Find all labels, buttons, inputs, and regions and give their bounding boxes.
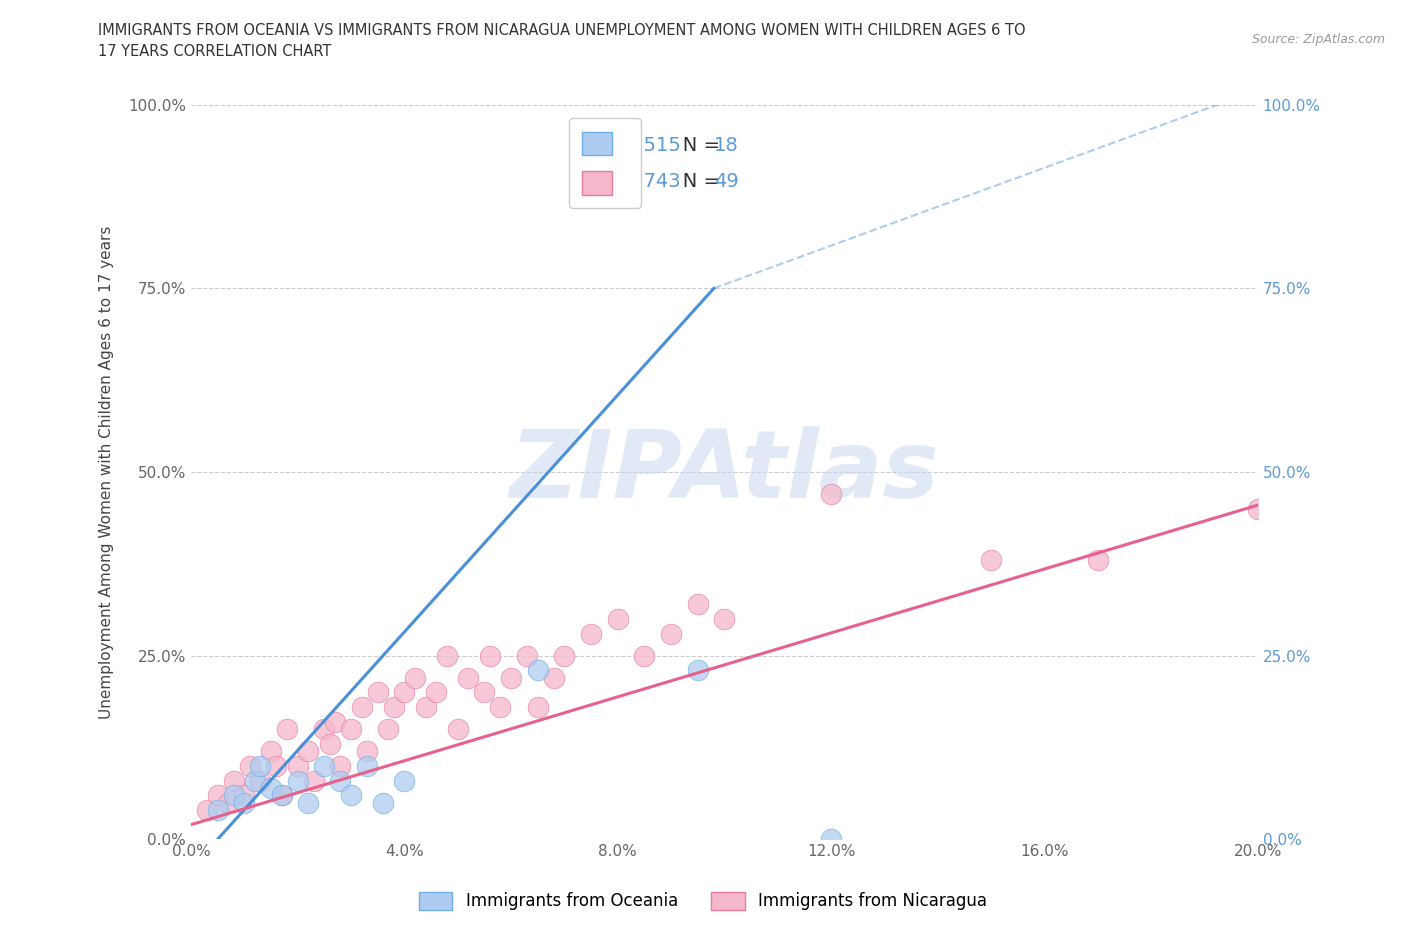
Point <box>633 648 655 663</box>
Text: R =: R = <box>591 172 634 192</box>
Point <box>297 795 319 810</box>
Point <box>239 759 262 774</box>
Point <box>478 648 501 663</box>
Point <box>222 788 245 803</box>
Point <box>1087 552 1109 567</box>
Point <box>217 795 239 810</box>
Point <box>329 759 352 774</box>
Text: N =: N = <box>664 172 725 192</box>
Point <box>447 722 470 737</box>
Point <box>606 612 628 627</box>
Point <box>436 648 458 663</box>
Point <box>222 773 245 788</box>
Point <box>394 773 416 788</box>
Point <box>287 759 309 774</box>
Y-axis label: Unemployment Among Women with Children Ages 6 to 17 years: Unemployment Among Women with Children A… <box>100 225 114 719</box>
Point <box>425 685 447 700</box>
Point <box>340 722 363 737</box>
Point <box>340 788 363 803</box>
Text: ZIPAtlas: ZIPAtlas <box>509 426 939 518</box>
Text: R =: R = <box>591 136 634 154</box>
Text: IMMIGRANTS FROM OCEANIA VS IMMIGRANTS FROM NICARAGUA UNEMPLOYMENT AMONG WOMEN WI: IMMIGRANTS FROM OCEANIA VS IMMIGRANTS FR… <box>98 23 1026 60</box>
Point <box>579 626 602 641</box>
Point <box>350 699 373 714</box>
Point <box>297 744 319 759</box>
Text: 0.743: 0.743 <box>626 172 681 192</box>
Point <box>527 663 550 678</box>
Point <box>314 759 336 774</box>
Point <box>686 597 709 612</box>
Point <box>404 671 426 685</box>
Point <box>314 722 336 737</box>
Legend: , : , <box>569 118 641 208</box>
Point <box>329 773 352 788</box>
Point <box>260 744 283 759</box>
Point <box>249 773 271 788</box>
Point <box>457 671 479 685</box>
Text: 49: 49 <box>714 172 738 192</box>
Point <box>243 773 266 788</box>
Point <box>516 648 538 663</box>
Point <box>474 685 496 700</box>
Point <box>382 699 405 714</box>
Point <box>527 699 550 714</box>
Point <box>820 486 842 501</box>
Point <box>713 612 735 627</box>
Point <box>1247 501 1270 516</box>
Point <box>394 685 416 700</box>
Point <box>377 722 399 737</box>
Point <box>260 780 283 795</box>
Point <box>686 663 709 678</box>
Text: N =: N = <box>664 136 725 154</box>
Point <box>415 699 437 714</box>
Point <box>270 788 292 803</box>
Point <box>553 648 575 663</box>
Point <box>233 788 256 803</box>
Point <box>489 699 512 714</box>
Point <box>207 803 229 817</box>
Point <box>356 744 378 759</box>
Point <box>323 714 346 729</box>
Point <box>371 795 394 810</box>
Point <box>501 671 523 685</box>
Point <box>659 626 682 641</box>
Point <box>207 788 229 803</box>
Text: 18: 18 <box>714 136 738 154</box>
Point <box>356 759 378 774</box>
Point <box>319 737 342 751</box>
Point <box>367 685 389 700</box>
Point <box>233 795 256 810</box>
Text: 0.515: 0.515 <box>626 136 681 154</box>
Point <box>302 773 325 788</box>
Point <box>276 722 298 737</box>
Text: Source: ZipAtlas.com: Source: ZipAtlas.com <box>1251 33 1385 46</box>
Point <box>287 773 309 788</box>
Point <box>820 832 842 847</box>
Point <box>543 671 565 685</box>
Legend: Immigrants from Oceania, Immigrants from Nicaragua: Immigrants from Oceania, Immigrants from… <box>412 885 994 917</box>
Point <box>266 759 288 774</box>
Point <box>195 803 218 817</box>
Point <box>980 552 1002 567</box>
Point <box>249 759 271 774</box>
Point <box>270 788 292 803</box>
